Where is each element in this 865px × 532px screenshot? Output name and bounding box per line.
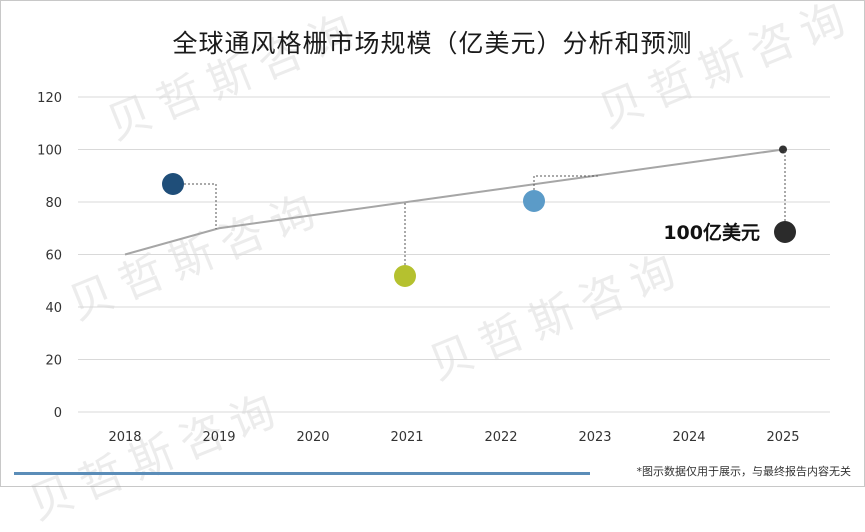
- y-tick-label: 60: [45, 249, 62, 264]
- line-chart: 0 20 40 60 80 100 120 2018 2019 2020 2021 2022 2023 2…: [37, 91, 830, 445]
- y-tick-label: 120: [37, 91, 62, 106]
- series-endpoint: [779, 145, 787, 154]
- callout-leader: [533, 175, 600, 190]
- footer-rule: [14, 472, 590, 475]
- x-tick-label: 2025: [766, 430, 799, 445]
- x-tick-label: 2021: [390, 430, 423, 445]
- chart-frame: [0, 0, 865, 487]
- x-tick-label: 2024: [672, 430, 705, 445]
- y-tick-label: 0: [54, 406, 62, 421]
- callout-dot-blue: [523, 190, 545, 212]
- y-tick-label: 40: [45, 301, 62, 316]
- annotation-label: 100亿美元: [663, 221, 760, 244]
- y-tick-label: 100: [37, 144, 62, 159]
- series-line: [124, 148, 784, 256]
- y-tick-label: 20: [45, 354, 62, 369]
- x-tick-label: 2018: [108, 430, 141, 445]
- callout-leader: [184, 183, 217, 229]
- x-tick-label: 2023: [578, 430, 611, 445]
- x-tick-label: 2022: [484, 430, 517, 445]
- x-tick-label: 2019: [202, 430, 235, 445]
- x-tick-label: 2020: [296, 430, 329, 445]
- callout-dot-navy: [162, 173, 184, 195]
- callout-dot-dark: [774, 221, 796, 243]
- y-tick-label: 80: [45, 196, 62, 211]
- footer-note: *图示数据仅用于展示，与最终报告内容无关: [636, 465, 852, 478]
- callout-dot-green: [394, 265, 416, 287]
- chart-title: 全球通风格栅市场规模（亿美元）分析和预测: [172, 29, 693, 58]
